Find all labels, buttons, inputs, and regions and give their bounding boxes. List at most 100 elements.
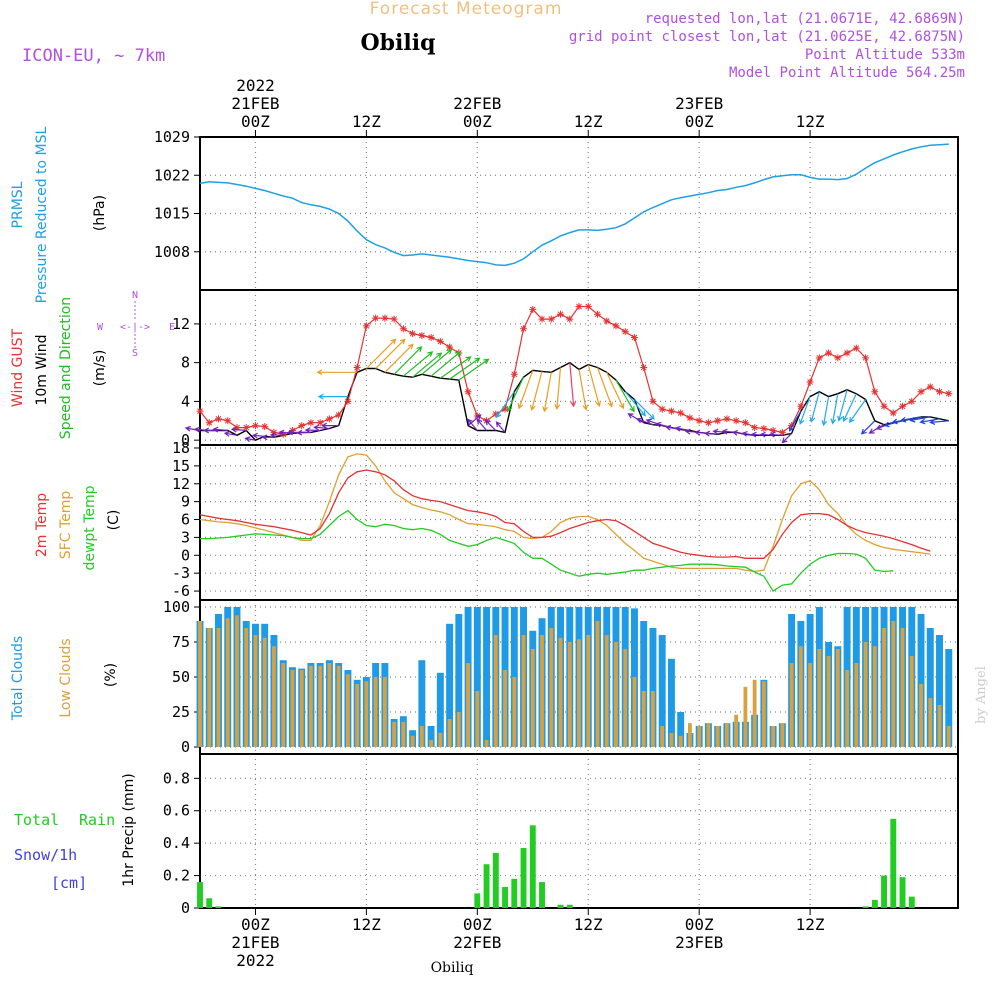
bottom-date-label: 22FEB <box>453 933 501 952</box>
wind-direction-arrow <box>636 417 654 426</box>
wind-direction-arrow <box>430 351 461 377</box>
gust-marker <box>778 428 786 436</box>
dewpt-line <box>200 509 894 593</box>
low-cloud-bar <box>928 698 933 747</box>
gust-marker <box>880 402 888 410</box>
gust-marker <box>538 315 546 323</box>
low-cloud-bar <box>734 714 739 747</box>
wind-direction-arrow <box>317 393 348 400</box>
y-tick-label: 25 <box>172 703 190 721</box>
wind-direction-arrow <box>495 421 506 433</box>
wind-direction-arrow <box>316 369 358 376</box>
bottom-time-label: 12Z <box>352 915 381 934</box>
gust-marker <box>732 417 740 425</box>
gust-marker <box>603 317 611 325</box>
wind-direction-arrow <box>542 372 552 413</box>
top-date-label: 23FEB <box>675 94 723 113</box>
percent-unit-label: (%) <box>103 663 119 687</box>
compass-w: W <box>97 322 104 333</box>
low-cloud-bar <box>614 642 618 747</box>
snow-label: Snow/1h <box>14 846 77 864</box>
low-cloud-bar <box>595 621 600 747</box>
prmsl-label: PRMSL <box>10 181 26 228</box>
y-tick-label: 0 <box>181 546 190 564</box>
gust-marker <box>224 417 232 425</box>
y-tick-label: 0.4 <box>163 834 190 852</box>
wind-direction-arrow <box>798 396 811 425</box>
wind-direction-arrow <box>634 399 655 420</box>
compass-arrow: <-|-> <box>120 322 150 333</box>
gust-marker <box>825 349 833 357</box>
total-cloud-bar <box>483 607 491 747</box>
low-cloud-bar <box>882 628 886 747</box>
panel-frame <box>199 753 959 909</box>
compass-legend: N W <-|-> E S <box>97 290 175 359</box>
panel-frame <box>199 136 959 291</box>
total-cloud-bar <box>917 614 925 747</box>
total-cloud-bar <box>436 672 444 747</box>
sfc-temp-line <box>199 453 931 573</box>
gust-marker <box>769 426 777 434</box>
gust-marker <box>797 402 805 410</box>
wind-direction-arrow <box>809 391 820 423</box>
marks-layer <box>184 143 953 908</box>
requested-coords: requested lon,lat (21.0671E, 42.6869N) <box>645 11 965 27</box>
wind-direction-arrow <box>365 338 397 369</box>
rain-bar <box>197 882 203 908</box>
total-cloud-bar <box>926 628 934 747</box>
gust-marker <box>612 322 620 330</box>
low-cloud-bar <box>780 723 785 747</box>
low-cloud-bar <box>724 723 729 747</box>
wind-direction-arrow <box>230 426 247 433</box>
gust-marker <box>843 349 851 357</box>
low-cloud-bar <box>198 621 202 747</box>
gust-marker <box>871 388 879 396</box>
low-cloud-bar <box>697 726 702 747</box>
gust-marker <box>557 310 565 318</box>
gust-marker <box>501 405 509 413</box>
total-cloud-bar <box>640 621 648 747</box>
low-cloud-bar <box>743 686 748 747</box>
gust-marker <box>695 417 703 425</box>
low-cloud-bar <box>808 663 813 747</box>
total-clouds-label: Total Clouds <box>10 636 26 721</box>
rain-bar <box>206 898 213 908</box>
wind-direction-arrow <box>899 416 922 423</box>
gust-marker <box>566 315 574 323</box>
gust-marker <box>214 415 222 423</box>
low-cloud-bar <box>503 670 507 747</box>
y-tick-label: -3 <box>172 564 190 582</box>
gust-marker <box>233 424 241 432</box>
top-time-label: 00Z <box>463 112 492 131</box>
low-cloud-bar <box>235 615 239 747</box>
gust-marker <box>492 410 500 418</box>
gust-marker <box>427 333 435 341</box>
low-cloud-bar <box>216 628 221 747</box>
wind-direction-arrow <box>781 432 793 444</box>
low-cloud-bar <box>355 684 360 747</box>
pressure-msl-label: Pressure Reduced to MSL <box>34 126 50 303</box>
gust-marker <box>945 390 953 398</box>
wind-direction-arrow <box>393 346 423 375</box>
low-cloud-bar <box>623 649 628 747</box>
t2m-label: 2m Temp <box>34 493 50 557</box>
gust-line <box>199 305 949 435</box>
gust-marker <box>741 419 749 427</box>
low-cloud-bar <box>669 733 674 747</box>
gust-marker <box>316 419 324 427</box>
rain-bar <box>483 864 490 908</box>
total-cloud-bar <box>658 635 666 747</box>
wind-direction-arrow <box>929 419 949 425</box>
low-cloud-bar <box>290 670 295 747</box>
low-cloud-bar <box>586 635 591 747</box>
low-cloud-bar <box>373 677 378 747</box>
low-cloud-bar <box>577 639 581 747</box>
gust-marker <box>788 422 796 430</box>
rain-bar <box>566 904 573 908</box>
bottom-year-label: 2022 <box>236 951 275 970</box>
axes-layer: 100810151022102904812-6-3036912151802550… <box>154 76 959 970</box>
rain-bar <box>492 852 499 908</box>
compass-e: E <box>169 322 175 333</box>
wind-direction-arrow <box>269 432 284 438</box>
top-time-label: 12Z <box>352 112 381 131</box>
